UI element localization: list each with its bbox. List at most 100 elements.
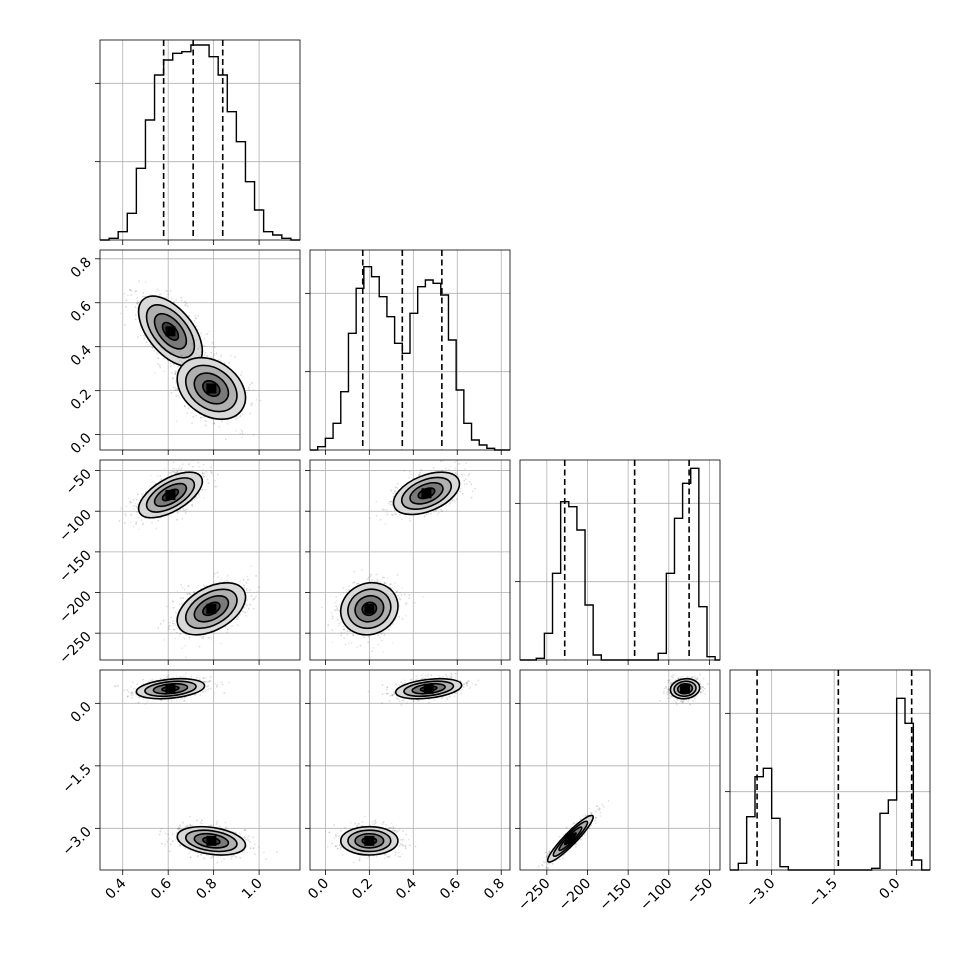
- scatter-point: [118, 520, 121, 522]
- scatter-point: [162, 620, 165, 622]
- scatter-point: [159, 474, 162, 477]
- scatter-point: [220, 354, 223, 356]
- scatter-point: [451, 455, 453, 457]
- scatter-point: [130, 513, 133, 516]
- scatter-point: [393, 509, 396, 512]
- scatter-point: [218, 358, 221, 361]
- scatter-point: [461, 473, 464, 476]
- scatter-point: [188, 357, 190, 359]
- scatter-point: [239, 414, 242, 417]
- scatter-point: [183, 405, 186, 408]
- scatter-point: [185, 302, 188, 305]
- scatter-point: [390, 489, 393, 492]
- scatter-point: [188, 315, 190, 318]
- scatter-point: [168, 621, 171, 624]
- scatter-point: [184, 644, 187, 647]
- scatter-point: [160, 346, 162, 349]
- x-tick-label: 0.0: [876, 876, 903, 903]
- scatter-point: [175, 420, 178, 423]
- scatter-point: [425, 513, 428, 516]
- scatter-point: [221, 419, 223, 422]
- scatter-point: [353, 581, 356, 584]
- scatter-point: [186, 508, 189, 511]
- scatter-point: [384, 582, 387, 585]
- scatter-point: [198, 496, 201, 499]
- scatter-point: [210, 466, 212, 469]
- scatter-point: [135, 498, 138, 501]
- y-tick-label: −250: [56, 629, 95, 668]
- scatter-point: [331, 641, 334, 644]
- scatter-point: [129, 500, 131, 503]
- scatter-point: [203, 338, 206, 340]
- scatter-point: [172, 606, 175, 609]
- scatter-point: [199, 416, 202, 419]
- scatter-point: [224, 438, 227, 441]
- scatter-point: [452, 499, 455, 501]
- scatter-point: [250, 404, 253, 407]
- scatter-point: [207, 482, 210, 485]
- scatter-point: [184, 304, 187, 307]
- scatter-point: [145, 490, 147, 493]
- scatter-point: [249, 403, 252, 405]
- scatter-point: [130, 501, 133, 504]
- scatter-point: [198, 645, 201, 648]
- scatter-point: [159, 366, 162, 369]
- scatter-point: [178, 360, 181, 363]
- scatter-point: [394, 486, 397, 489]
- scatter-point: [201, 351, 204, 353]
- scatter-point: [213, 572, 216, 575]
- scatter-point: [189, 349, 192, 352]
- scatter-point: [142, 295, 144, 298]
- scatter-point: [184, 300, 187, 303]
- scatter-point: [194, 317, 197, 320]
- scatter-point: [382, 651, 385, 654]
- scatter-point: [187, 585, 190, 587]
- scatter-point: [156, 475, 159, 478]
- scatter-point: [226, 574, 229, 577]
- scatter-point: [154, 372, 156, 374]
- scatter-point: [190, 411, 193, 414]
- scatter-point: [136, 303, 139, 305]
- scatter-point: [188, 592, 191, 595]
- scatter-point: [393, 490, 396, 493]
- scatter-point: [135, 314, 137, 316]
- scatter-point: [145, 341, 148, 344]
- scatter-point: [180, 584, 183, 586]
- scatter-point: [215, 352, 218, 355]
- scatter-point: [391, 504, 394, 507]
- scatter-point: [165, 605, 168, 608]
- scatter-point: [242, 578, 245, 581]
- scatter-point: [234, 418, 237, 420]
- scatter-point: [399, 513, 401, 516]
- scatter-point: [243, 586, 246, 589]
- contour-line: [145, 477, 196, 513]
- contour-line: [193, 372, 230, 405]
- scatter-point: [176, 471, 179, 473]
- scatter-point: [340, 634, 343, 637]
- scatter-point: [471, 490, 474, 493]
- scatter-point: [184, 656, 187, 658]
- scatter-point: [143, 337, 146, 340]
- scatter-point: [180, 299, 183, 302]
- scatter-point: [451, 499, 454, 502]
- scatter-point: [137, 336, 139, 338]
- scatter-point: [185, 508, 188, 511]
- scatter-point: [217, 576, 219, 579]
- scatter-point: [151, 346, 154, 349]
- scatter-point: [206, 355, 209, 357]
- scatter-point: [352, 634, 354, 637]
- scatter-point: [201, 469, 204, 472]
- scatter-point: [206, 332, 209, 335]
- scatter-point: [238, 415, 241, 418]
- panel-frame: [99, 459, 301, 661]
- scatter-point: [250, 595, 253, 597]
- scatter-point: [404, 614, 407, 617]
- scatter-point: [391, 514, 394, 517]
- scatter-point: [170, 471, 173, 474]
- scatter-point: [204, 351, 207, 354]
- scatter-point: [178, 350, 181, 353]
- contour-line: [392, 471, 461, 516]
- scatter-point: [151, 481, 154, 483]
- contour-line: [176, 356, 247, 421]
- scatter-point: [418, 473, 421, 476]
